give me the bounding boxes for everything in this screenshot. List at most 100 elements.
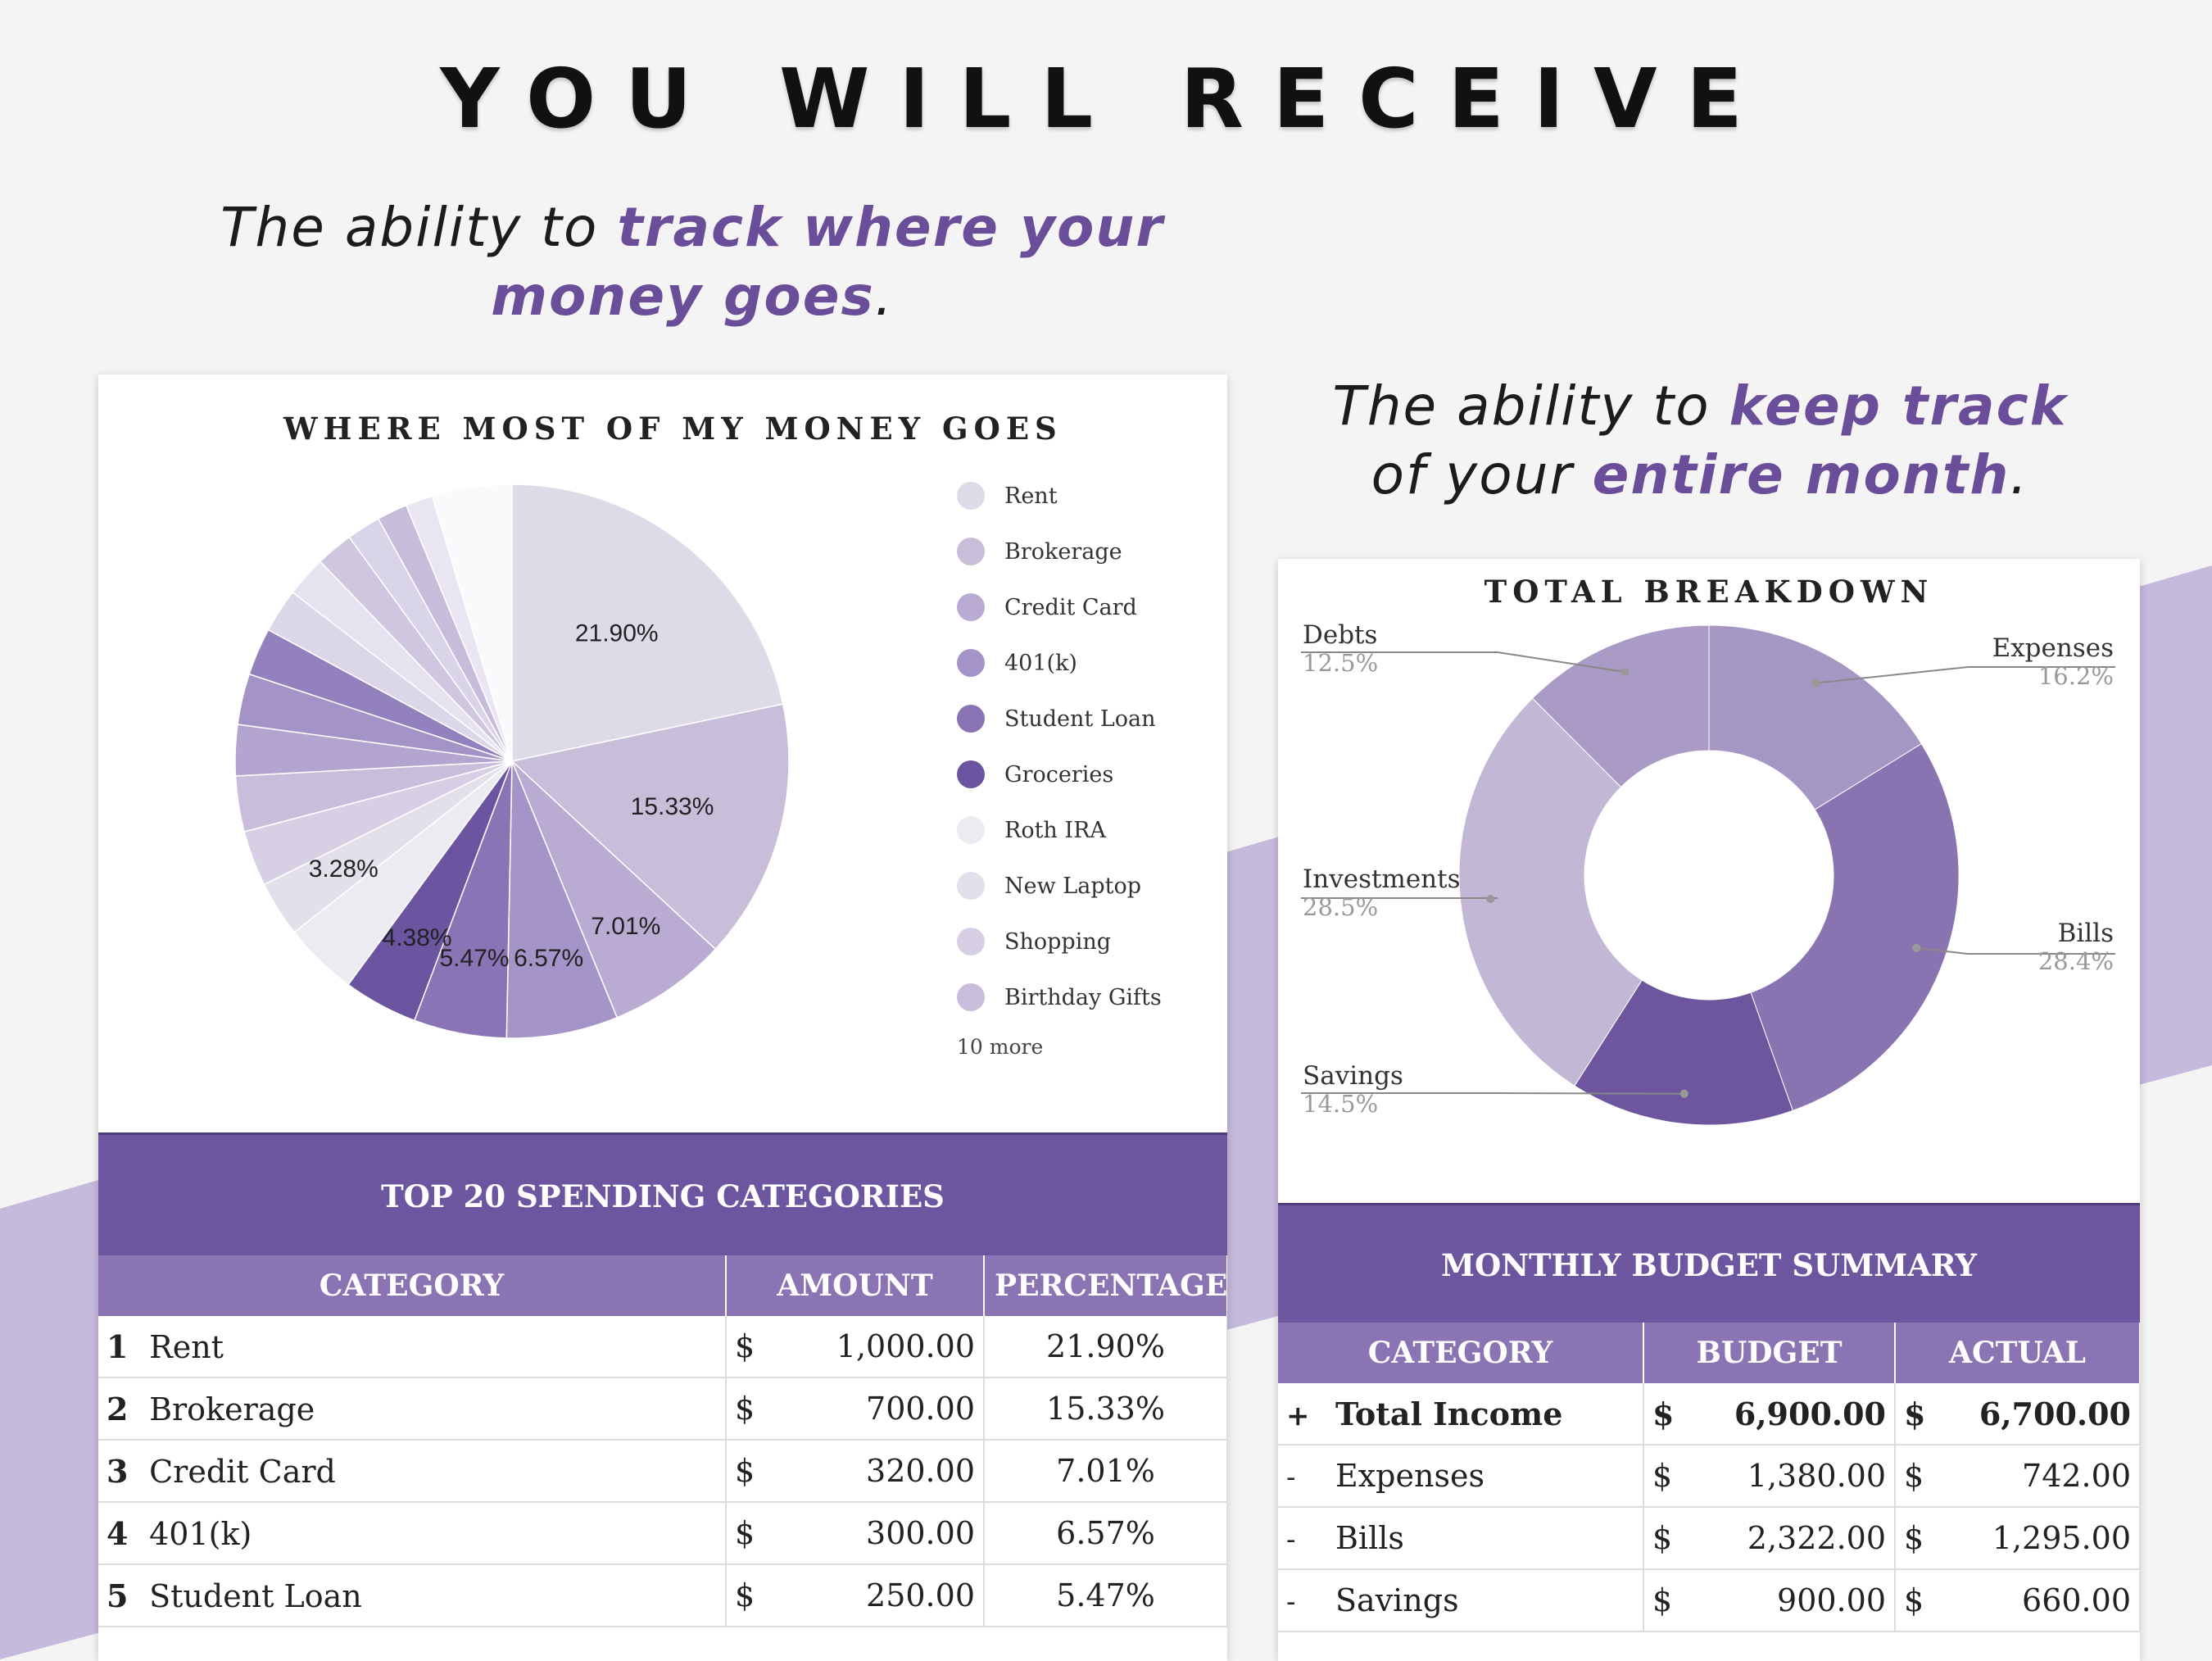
expand-toggle[interactable]: -	[1286, 1523, 1296, 1556]
category-name: Total Income	[1335, 1395, 1563, 1432]
pie-slice-label: 15.33%	[631, 793, 714, 820]
percentage-cell[interactable]: 6.57%	[984, 1502, 1227, 1565]
actual-value: 6,700.00	[1979, 1395, 2131, 1432]
column-header-budget[interactable]: BUDGET	[1643, 1323, 1896, 1383]
legend-swatch	[957, 928, 985, 955]
table-row: 3 Credit Card $320.00 7.01%	[98, 1440, 1227, 1503]
donut-slice[interactable]	[1574, 979, 1793, 1126]
percentage-cell[interactable]: 21.90%	[984, 1316, 1227, 1378]
category-cell[interactable]: 5 Student Loan	[98, 1564, 727, 1627]
tagline-track-money: The ability to track where your money go…	[188, 193, 1196, 331]
amount-value: 250.00	[866, 1577, 975, 1613]
leader-dot	[1620, 667, 1630, 676]
category-cell[interactable]: 4 401(k)	[98, 1502, 727, 1565]
category-cell[interactable]: - Expenses	[1278, 1445, 1644, 1508]
callout-value: 28.5%	[1303, 893, 1379, 921]
callout-label: Investments	[1303, 865, 1461, 894]
budget-cell[interactable]: $1,380.00	[1643, 1445, 1896, 1508]
budget-cell[interactable]: $2,322.00	[1643, 1507, 1896, 1570]
amount-value: 300.00	[866, 1515, 975, 1551]
currency-symbol: $	[1904, 1395, 1926, 1432]
currency-symbol: $	[735, 1391, 755, 1427]
percentage-cell[interactable]: 15.33%	[984, 1377, 1227, 1441]
currency-symbol: $	[1652, 1395, 1675, 1432]
amount-cell[interactable]: $250.00	[726, 1564, 985, 1627]
expand-toggle[interactable]: -	[1286, 1586, 1296, 1618]
callout-savings: Savings 14.5%	[1303, 1062, 1403, 1118]
category-cell[interactable]: 1 Rent	[98, 1316, 727, 1378]
tagline-emphasis: track where your	[617, 196, 1164, 259]
callout-debts: Debts 12.5%	[1303, 621, 1378, 677]
budget-value: 2,322.00	[1747, 1520, 1886, 1556]
pie-slice[interactable]	[431, 483, 513, 762]
tagline-text: .	[874, 265, 894, 328]
expand-toggle[interactable]: -	[1286, 1461, 1296, 1494]
category-cell[interactable]: - Savings	[1278, 1569, 1644, 1632]
category-name: Savings	[1335, 1582, 1459, 1618]
tagline-emphasis: entire month	[1592, 443, 2010, 506]
spending-card: WHERE MOST OF MY MONEY GOES 21.90% 15.33%…	[98, 374, 1227, 1661]
legend-label: Brokerage	[1004, 538, 1122, 565]
budget-value: 6,900.00	[1734, 1395, 1886, 1432]
amount-cell[interactable]: $320.00	[726, 1440, 985, 1503]
budget-cell[interactable]: $900.00	[1643, 1569, 1896, 1632]
actual-cell[interactable]: $660.00	[1895, 1569, 2140, 1632]
legend-label: Rent	[1004, 483, 1058, 509]
legend-item: Shopping	[957, 925, 1111, 958]
callout-label: Bills	[2057, 919, 2114, 948]
category-cell[interactable]: 2 Brokerage	[98, 1377, 727, 1441]
pie-slice[interactable]	[511, 483, 784, 762]
legend-label: Shopping	[1004, 928, 1112, 955]
legend-item: Student Loan	[957, 702, 1156, 735]
pie-slice-label: 6.57%	[514, 945, 583, 972]
column-header-amount[interactable]: AMOUNT	[726, 1255, 985, 1316]
amount-cell[interactable]: $700.00	[726, 1377, 985, 1441]
category-cell[interactable]: 3 Credit Card	[98, 1440, 727, 1503]
callout-label: Debts	[1303, 620, 1378, 650]
amount-cell[interactable]: $1,000.00	[726, 1316, 985, 1378]
column-header-percentage[interactable]: PERCENTAGE	[984, 1255, 1227, 1316]
tagline-text: The ability to	[220, 196, 618, 259]
actual-cell[interactable]: $1,295.00	[1895, 1507, 2140, 1570]
column-header-category[interactable]: CATEGORY	[98, 1255, 727, 1316]
pie-slice[interactable]	[505, 760, 619, 1039]
actual-cell[interactable]: $742.00	[1895, 1445, 2140, 1508]
legend-more-link[interactable]: 10 more	[957, 1035, 1044, 1059]
currency-symbol: $	[735, 1328, 755, 1364]
pie-slice-label: 7.01%	[591, 913, 660, 940]
currency-symbol: $	[1904, 1582, 1924, 1618]
actual-cell[interactable]: $6,700.00	[1895, 1383, 2140, 1445]
actual-value: 1,295.00	[1992, 1520, 2131, 1556]
column-header-actual[interactable]: ACTUAL	[1895, 1323, 2140, 1383]
legend-label: Credit Card	[1004, 594, 1137, 620]
row-number: 2	[107, 1390, 129, 1427]
pie-slice[interactable]	[511, 760, 717, 1019]
spending-table-title: TOP 20 SPENDING CATEGORIES	[98, 1132, 1227, 1258]
legend-label: Groceries	[1004, 761, 1114, 787]
legend-swatch	[957, 593, 985, 621]
currency-symbol: $	[1652, 1458, 1673, 1494]
donut-slice[interactable]	[1458, 697, 1643, 1087]
callout-label: Expenses	[1992, 633, 2114, 663]
pie-slice-label: 5.47%	[439, 945, 509, 972]
category-name: Student Loan	[149, 1577, 362, 1614]
budget-cell[interactable]: $6,900.00	[1643, 1383, 1896, 1445]
callout-value: 28.4%	[2037, 947, 2114, 975]
budget-value: 1,380.00	[1747, 1458, 1886, 1494]
headline: YOU WILL RECEIVE	[440, 51, 1772, 147]
callout-expenses: Expenses 16.2%	[1992, 634, 2114, 690]
leader-line	[1497, 651, 1625, 673]
expand-toggle[interactable]: +	[1286, 1399, 1310, 1432]
percentage-cell[interactable]: 7.01%	[984, 1440, 1227, 1503]
amount-cell[interactable]: $300.00	[726, 1502, 985, 1565]
column-header-category[interactable]: CATEGORY	[1278, 1323, 1644, 1383]
percentage-cell[interactable]: 5.47%	[984, 1564, 1227, 1627]
currency-symbol: $	[1904, 1458, 1924, 1494]
donut-slice[interactable]	[1708, 624, 1923, 810]
amount-value: 1,000.00	[836, 1328, 975, 1364]
category-cell[interactable]: + Total Income	[1278, 1383, 1644, 1445]
donut-slice[interactable]	[1750, 742, 1960, 1111]
table-row: 5 Student Loan $250.00 5.47%	[98, 1564, 1227, 1627]
category-cell[interactable]: - Bills	[1278, 1507, 1644, 1570]
pie-slice[interactable]	[510, 703, 790, 951]
